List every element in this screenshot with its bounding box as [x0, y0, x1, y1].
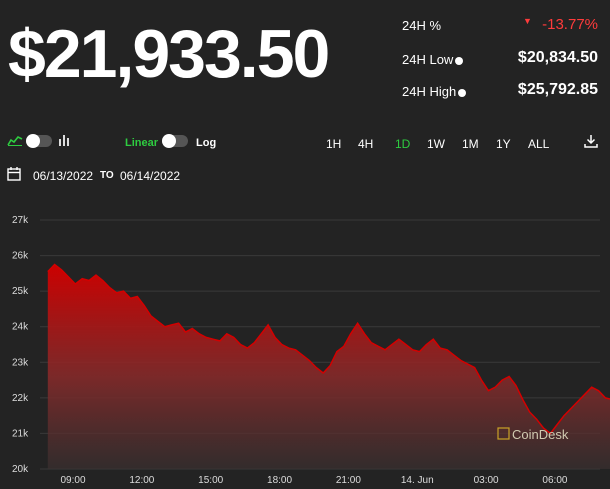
coindesk-watermark: CoinDesk: [497, 427, 569, 442]
range-1d[interactable]: 1D: [395, 137, 411, 151]
info-icon[interactable]: [458, 88, 467, 97]
bar-chart-icon[interactable]: [58, 134, 70, 146]
log-label[interactable]: Log: [196, 137, 217, 149]
range-1w[interactable]: 1W: [427, 137, 445, 151]
y-tick-label: 26k: [12, 251, 29, 262]
x-tick-label: 14. Jun: [401, 475, 434, 486]
x-tick-label: 18:00: [267, 475, 292, 486]
price-chart[interactable]: 20k 21k 22k 23k 24k 25k 26k 27k 09:00 12:00 15:00 1…: [0, 205, 610, 489]
area-chart-icon[interactable]: [7, 134, 23, 146]
scale-toggle[interactable]: [162, 134, 188, 148]
range-1y[interactable]: 1Y: [496, 137, 511, 151]
x-tick-label: 03:00: [474, 475, 499, 486]
x-tick-label: 12:00: [129, 475, 154, 486]
date-to-label: TO: [100, 170, 114, 181]
y-tick-label: 25k: [12, 286, 29, 297]
y-tick-label: 27k: [12, 215, 29, 226]
date-to-input[interactable]: 06/14/2022: [120, 169, 181, 183]
price-area: [47, 264, 610, 469]
y-tick-label: 20k: [12, 464, 29, 475]
range-1h[interactable]: 1H: [326, 137, 342, 151]
info-icon[interactable]: [455, 56, 464, 65]
x-tick-label: 21:00: [336, 475, 361, 486]
date-from-input[interactable]: 06/13/2022: [33, 169, 94, 183]
down-caret-icon: ▼: [523, 16, 532, 26]
x-tick-label: 15:00: [198, 475, 223, 486]
x-tick-label: 06:00: [542, 475, 567, 486]
svg-text:CoinDesk: CoinDesk: [512, 427, 569, 442]
range-all[interactable]: ALL: [528, 137, 550, 151]
current-price: $21,933.50: [8, 16, 330, 92]
range-1m[interactable]: 1M: [462, 137, 479, 151]
high-label: 24H High: [402, 84, 467, 99]
low-value: $20,834.50: [517, 49, 598, 66]
calendar-icon[interactable]: [7, 166, 21, 181]
y-tick-label: 22k: [12, 393, 29, 404]
chart-type-toggle[interactable]: [26, 134, 52, 148]
change-value: -13.77%: [542, 16, 598, 33]
download-icon[interactable]: [584, 134, 598, 148]
change-label: 24H %: [402, 18, 442, 33]
y-tick-label: 24k: [12, 322, 29, 333]
range-4h[interactable]: 4H: [358, 137, 374, 151]
price-line: [47, 263, 610, 435]
y-tick-label: 23k: [12, 357, 29, 368]
linear-label[interactable]: Linear: [125, 137, 159, 149]
x-tick-label: 09:00: [60, 475, 85, 486]
y-tick-label: 21k: [12, 428, 29, 439]
high-value: $25,792.85: [517, 81, 598, 98]
low-label: 24H Low: [402, 52, 464, 67]
